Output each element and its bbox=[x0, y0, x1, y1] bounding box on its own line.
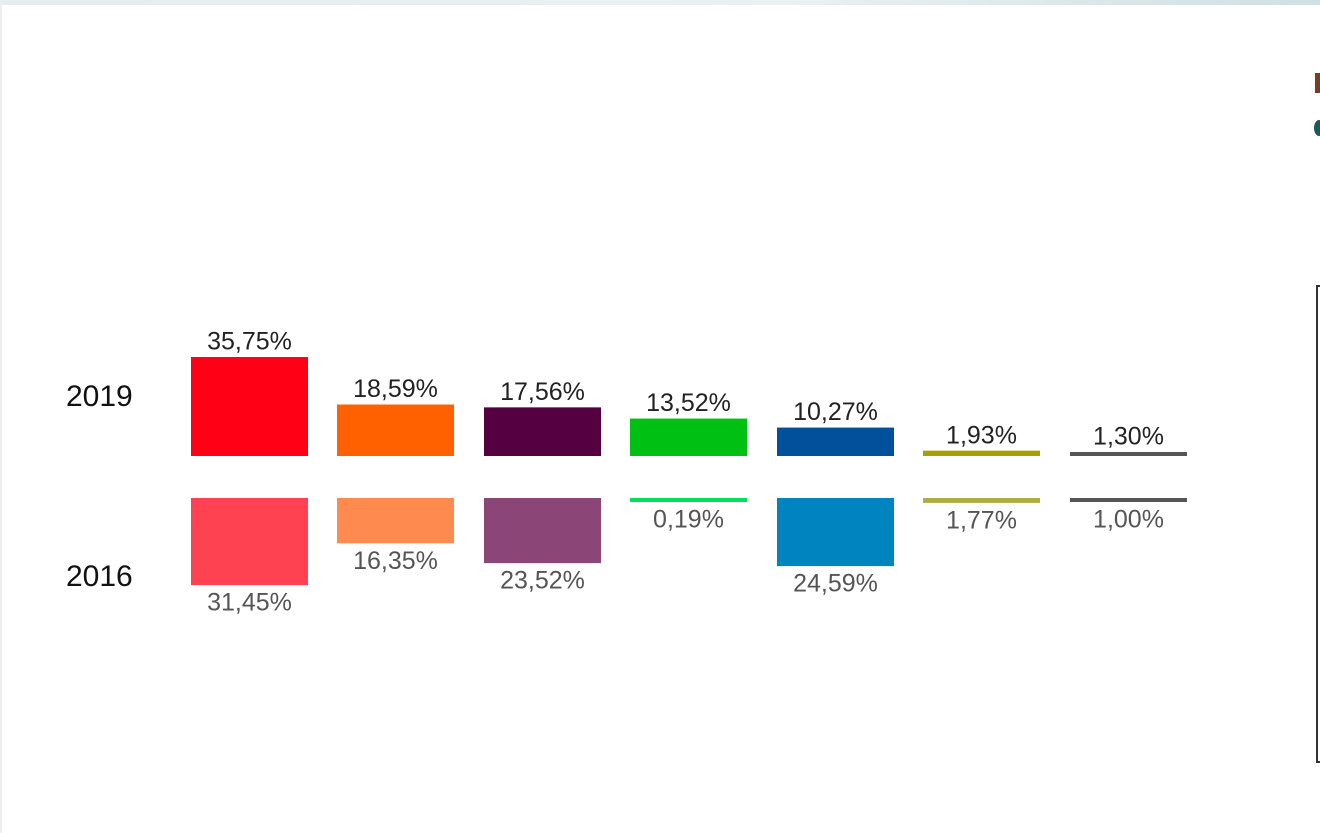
bar-2019-5 bbox=[777, 427, 894, 456]
bar-2019-1 bbox=[191, 357, 308, 456]
bar-2016-5 bbox=[777, 498, 894, 567]
bar-2016-6 bbox=[923, 498, 1040, 503]
value-label-2016-3: 23,52% bbox=[500, 567, 585, 595]
value-label-2016-2: 16,35% bbox=[353, 547, 438, 575]
value-label-2019-7: 1,30% bbox=[1093, 423, 1164, 451]
value-label-2019-5: 10,27% bbox=[793, 398, 878, 426]
value-label-2019-1: 35,75% bbox=[207, 328, 292, 356]
top-strip bbox=[0, 0, 1320, 5]
value-label-2016-7: 1,00% bbox=[1093, 506, 1164, 534]
bar-2019-4 bbox=[630, 418, 747, 456]
value-label-2016-1: 31,45% bbox=[207, 589, 292, 617]
value-label-2016-4: 0,19% bbox=[653, 506, 724, 534]
bar-2016-2 bbox=[337, 498, 454, 544]
value-label-2019-4: 13,52% bbox=[646, 389, 731, 417]
bar-2016-7 bbox=[1070, 498, 1187, 502]
year-label-2016: 2016 bbox=[66, 560, 133, 593]
value-label-2019-6: 1,93% bbox=[946, 421, 1017, 449]
bar-2019-6 bbox=[923, 450, 1040, 456]
bar-2019-2 bbox=[337, 404, 454, 456]
cropped-side-panel bbox=[1316, 285, 1320, 763]
bar-2016-1 bbox=[191, 498, 308, 586]
value-label-2016-5: 24,59% bbox=[793, 570, 878, 598]
value-label-2019-2: 18,59% bbox=[353, 375, 438, 403]
cropped-legend-dot bbox=[1314, 120, 1320, 136]
value-label-2019-3: 17,56% bbox=[500, 378, 585, 406]
bar-2016-4 bbox=[630, 498, 747, 502]
year-label-2019: 2019 bbox=[66, 380, 133, 413]
cropped-legend-swatch bbox=[1315, 73, 1320, 93]
value-label-2016-6: 1,77% bbox=[946, 507, 1017, 535]
left-edge bbox=[0, 0, 2, 833]
bar-2019-7 bbox=[1070, 452, 1187, 456]
bar-2019-3 bbox=[484, 407, 601, 456]
bar-2016-3 bbox=[484, 498, 601, 564]
